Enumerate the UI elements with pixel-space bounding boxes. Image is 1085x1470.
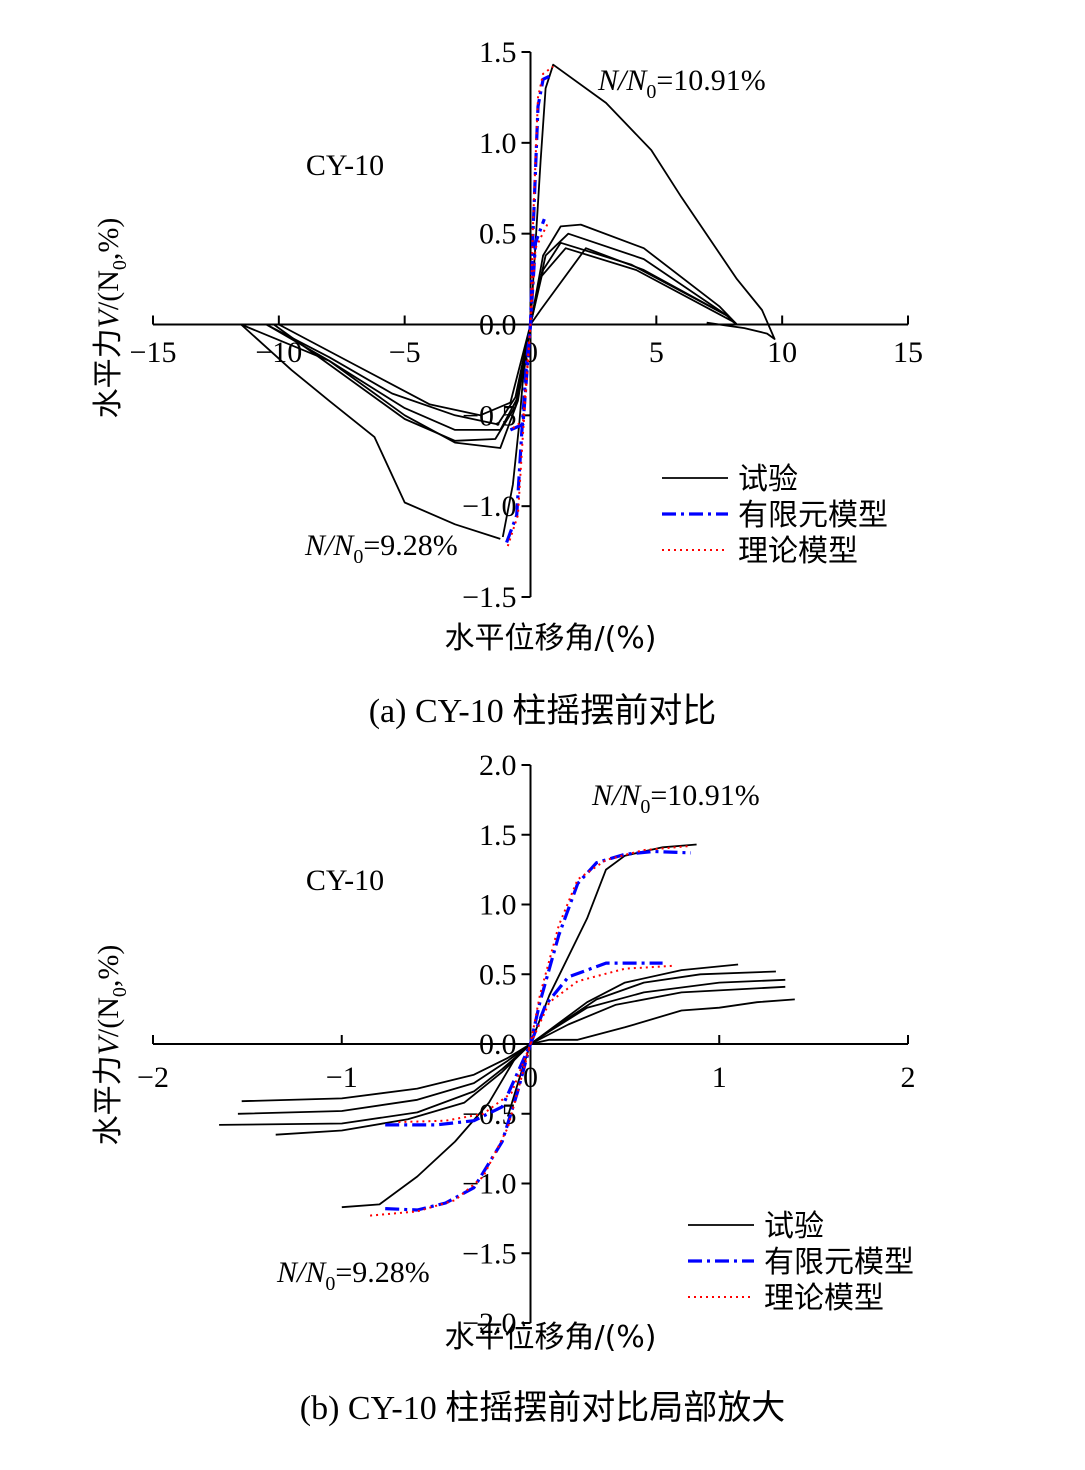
series-line-7: [385, 849, 691, 1212]
y-tick-label: −1.0: [462, 490, 516, 523]
hysteresis-chart-b: −2 −1 0 1 2−2.0−1.5−1.0−0.50.00.51.01.52.0CY…: [91, 749, 916, 1355]
x-axis-title: 水平位移角/(%): [444, 1320, 656, 1355]
y-tick-label: 1.5: [479, 819, 517, 852]
y-tick-label: 0.5: [479, 958, 517, 991]
x-tick-label: 0: [523, 1061, 538, 1094]
legend-label-3: 理论模型: [738, 534, 858, 569]
x-axis-title: 水平位移角/(%): [444, 621, 656, 656]
series-line-1: [240, 223, 738, 540]
x-tick-label: −5: [389, 336, 421, 369]
specimen-label: CY-10: [306, 864, 384, 897]
legend-label-1: 试验: [738, 462, 798, 497]
series-line-5: [341, 998, 795, 1209]
series-line-6: [501, 63, 776, 538]
x-tick-label: 2: [901, 1061, 916, 1094]
y-tick-label: 1.0: [479, 127, 517, 160]
caption-a: (a) CY-10 柱摇摆前对比: [368, 693, 717, 730]
y-tick-label: −1.5: [462, 581, 516, 614]
figure-panel-a: −15 −10 −5 0 5 10 15 −1.5 −1.0 −0.5 0.0 0.5 1.0 1.5 CY…: [91, 36, 923, 730]
x-tick-label: 15: [893, 336, 923, 369]
y-tick-label: 1.5: [479, 36, 517, 69]
axial-ratio-annotation: N/N0=9.28%: [304, 529, 458, 568]
axial-ratio-annotation: N/N0=9.28%: [276, 1256, 430, 1295]
figure-panel-b: −2 −1 0 1 2 −2.0 −1.5 −1.0 −0.5 0.0 0.5 1.0 1.5 2.0 CY…: [0, 735, 1085, 1470]
caption-b: (b) CY-10 柱摇摆前对比局部放大: [299, 1390, 786, 1427]
series-line-9: [370, 844, 691, 1217]
legend-label-3: 理论模型: [764, 1281, 884, 1316]
y-tick-label: −2.0: [462, 1307, 516, 1340]
y-tick-label: 0.5: [479, 218, 517, 251]
legend-label-1: 试验: [764, 1209, 824, 1244]
x-tick-label: −15: [130, 336, 177, 369]
y-tick-label: −1.0: [462, 1168, 516, 1201]
y-tick-label: 0.0: [479, 309, 517, 342]
axial-ratio-annotation: N/N0=10.91%: [591, 779, 760, 818]
specimen-label: CY-10: [306, 149, 384, 182]
y-tick-label: 1.0: [479, 889, 517, 922]
legend-label-2: 有限元模型: [764, 1245, 914, 1280]
y-tick-label: −1.5: [462, 1237, 516, 1270]
x-tick-label: 1: [712, 1061, 727, 1094]
x-tick-label: 10: [767, 336, 797, 369]
x-tick-label: −2: [137, 1061, 169, 1094]
series-line-10: [512, 222, 549, 429]
legend-label-2: 有限元模型: [738, 498, 888, 533]
x-tick-label: −1: [326, 1061, 358, 1094]
y-axis-title: 水平力V/(N0,%): [91, 945, 131, 1146]
axial-ratio-annotation: N/N0=10.91%: [597, 64, 766, 103]
y-axis-title: 水平力V/(N0,%): [91, 218, 131, 419]
x-tick-label: 5: [649, 336, 664, 369]
hysteresis-chart-a: −15 −10 −5 0 5 10 15−1.5−1.0−0.50.00.51.01.5CY…: [91, 36, 923, 656]
y-tick-label: 2.0: [479, 749, 517, 782]
series-line-4: [273, 247, 738, 442]
